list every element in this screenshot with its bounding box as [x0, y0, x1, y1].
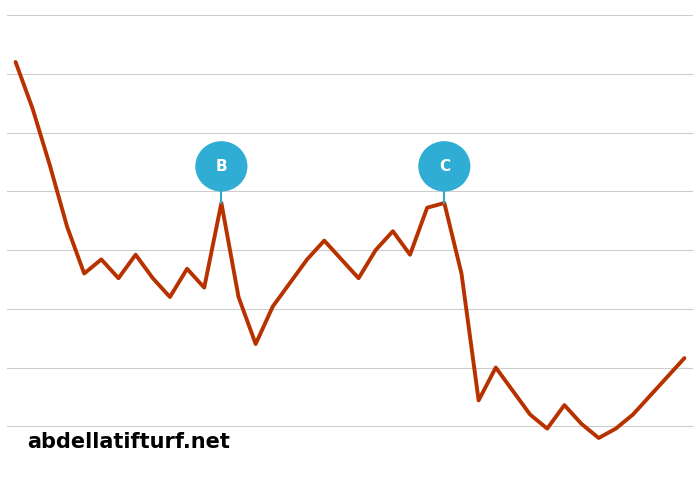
- Text: C: C: [439, 159, 450, 174]
- Text: abdellatifturf.net: abdellatifturf.net: [27, 432, 230, 452]
- Text: B: B: [216, 159, 228, 174]
- Ellipse shape: [195, 141, 247, 192]
- Ellipse shape: [419, 141, 470, 192]
